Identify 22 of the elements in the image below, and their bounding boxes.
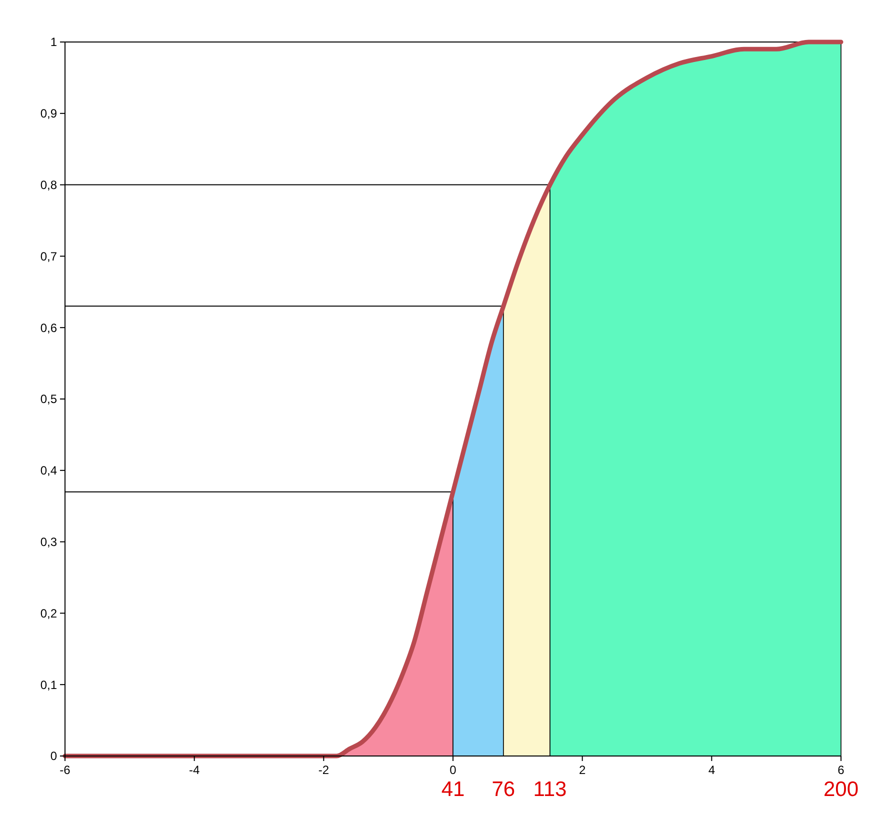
y-tick-label: 0,3 — [40, 535, 58, 549]
y-tick-label: 0 — [50, 749, 58, 764]
annotation: 76 — [492, 778, 516, 801]
x-tick-label: -4 — [188, 763, 200, 777]
y-tick-label: 0,5 — [40, 392, 58, 406]
y-tick-label: 0,6 — [40, 320, 58, 335]
x-tick-label: 0 — [450, 763, 457, 777]
y-tick-label: 0,4 — [40, 464, 58, 478]
y-tick-label: 0,2 — [40, 606, 58, 620]
y-tick-label: 0,1 — [40, 678, 58, 692]
x-tick-label: 2 — [578, 763, 586, 777]
y-tick-label: 0,9 — [40, 106, 58, 121]
y-tick-label: 0,7 — [40, 249, 58, 264]
x-tick-label: 6 — [838, 763, 845, 777]
y-tick-label: 1 — [50, 35, 58, 50]
y-tick-label: 0,8 — [40, 178, 58, 192]
annotation: 113 — [533, 778, 567, 801]
annotation: 41 — [441, 778, 465, 801]
x-tick-label: -2 — [318, 763, 330, 777]
x-tick-label: 4 — [708, 763, 716, 777]
x-tick-label: -6 — [60, 763, 71, 777]
annotation: 200 — [823, 778, 859, 801]
